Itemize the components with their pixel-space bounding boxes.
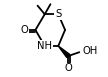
Text: O: O — [64, 63, 72, 73]
Text: O: O — [21, 25, 29, 35]
Text: OH: OH — [83, 46, 98, 56]
Text: NH: NH — [37, 41, 52, 51]
Polygon shape — [58, 46, 70, 58]
Text: S: S — [55, 9, 61, 19]
